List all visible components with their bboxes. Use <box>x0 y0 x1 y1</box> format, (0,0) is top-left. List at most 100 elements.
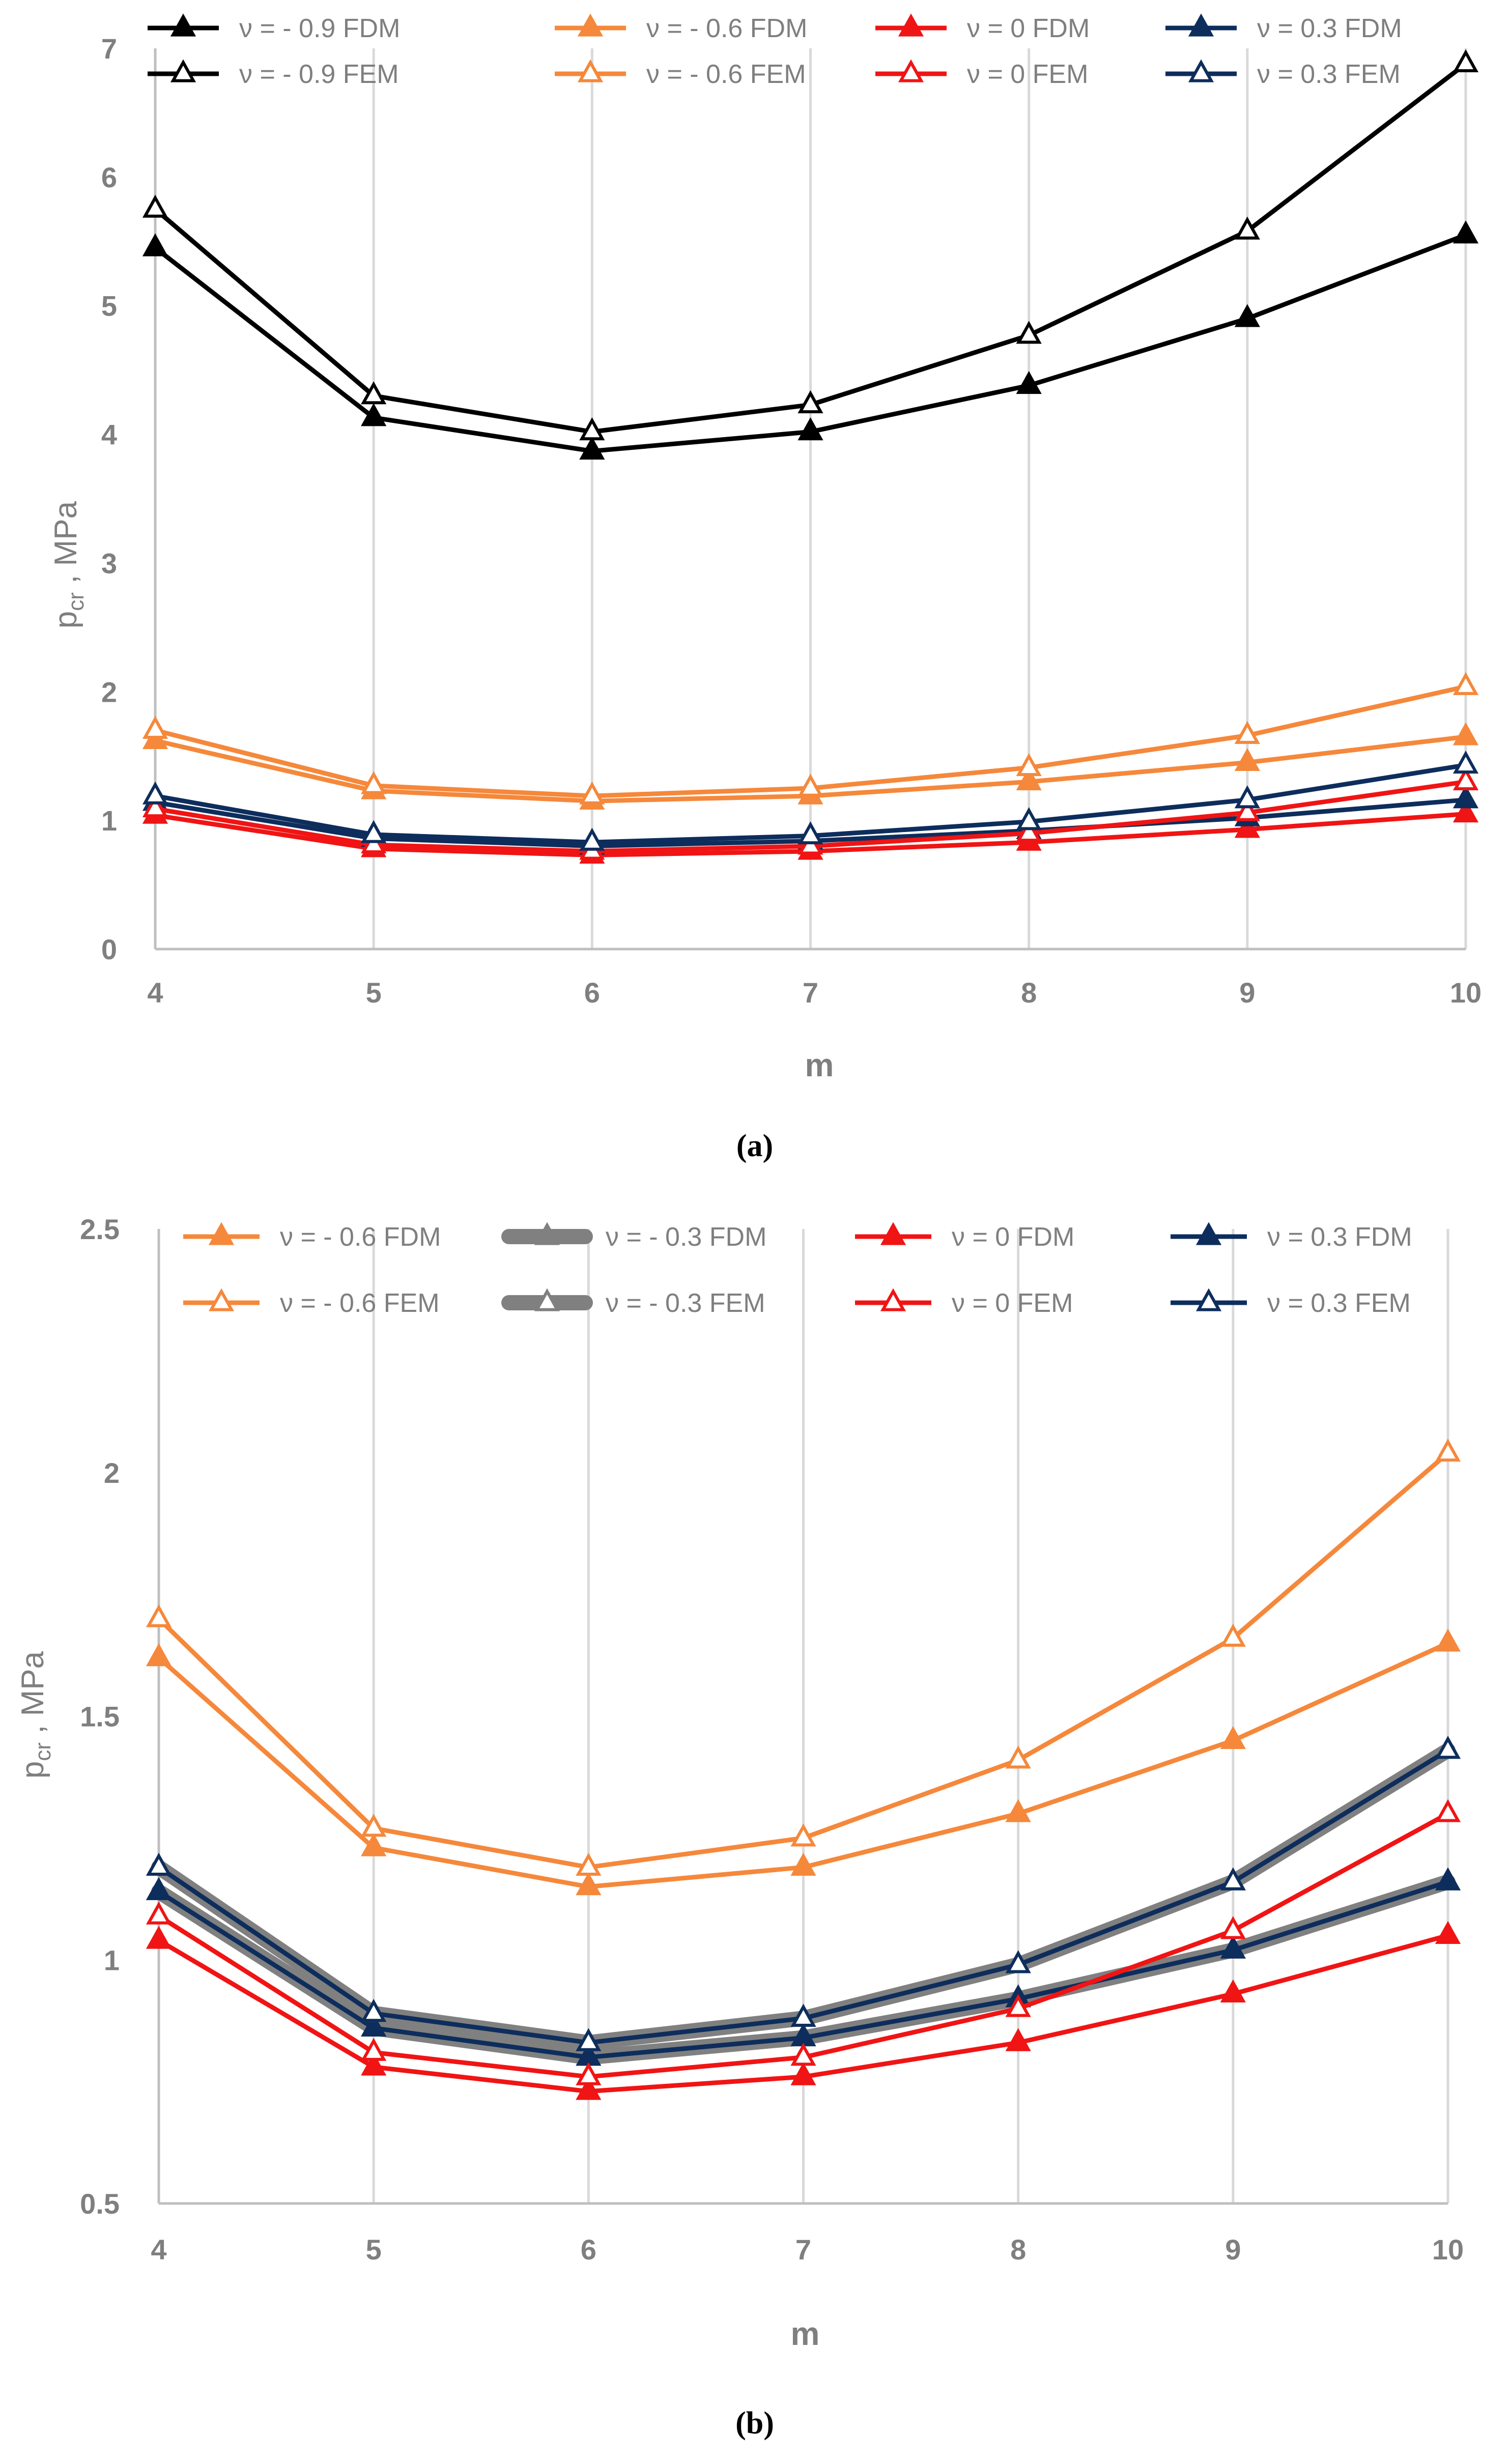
chart-a-series-point <box>142 715 168 739</box>
chart-a-legend-item: ν = - 0.9 FDM <box>148 13 400 43</box>
chart-b-x-tick-label: 5 <box>366 2233 382 2266</box>
chart-a-series-point <box>142 233 168 256</box>
chart-b-x-tick-label: 7 <box>795 2233 811 2266</box>
chart-b-series-point <box>146 1926 172 1949</box>
chart-a-legend-marker <box>898 59 924 82</box>
chart-a-legend-marker <box>1188 13 1214 37</box>
chart-a-series-point <box>1234 304 1260 327</box>
chart-b-y-tick-label: 1 <box>104 1944 120 1976</box>
chart-a-y-tick-label: 3 <box>101 547 117 579</box>
chart-a-ylabel-main: p <box>48 611 83 628</box>
chart-a-y-tick-label: 5 <box>101 290 117 322</box>
chart-a-series-point <box>1452 767 1479 790</box>
chart-b-caption: (b) <box>735 2406 774 2441</box>
chart-b-legend-marker <box>1195 1288 1222 1311</box>
chart-b-y-tick-label: 0.5 <box>80 2188 120 2220</box>
chart-a-series-point <box>1016 370 1042 394</box>
chart-a-series <box>142 49 1479 864</box>
chart-b-axes <box>157 1229 1448 2205</box>
chart-b-series-point <box>1005 1745 1031 1769</box>
chart-a-series-point <box>1016 767 1042 790</box>
chart-a-series-point <box>1452 750 1479 774</box>
chart-a-legend-label: ν = 0.3 FDM <box>1257 14 1402 43</box>
chart-b-legend-item: ν = - 0.3 FEM <box>501 1288 765 1318</box>
chart-a-y-tick-label: 0 <box>101 933 117 965</box>
chart-a-legend-item: ν = 0.3 FDM <box>1165 13 1402 43</box>
chart-b-series-point <box>790 1823 816 1847</box>
chart-a-series-point <box>361 403 387 426</box>
chart-a: 4 5 6 7 8 9 10 0 1 2 3 4 5 6 7 ν = - 0.9 FDM ν = - 0.6 … <box>48 13 1481 1163</box>
chart-a-series-point <box>1452 799 1479 823</box>
chart-b-series-4 <box>146 1438 1461 1876</box>
chart-a-series-point <box>1234 721 1260 744</box>
chart-a-series-5 <box>142 672 1479 805</box>
chart-a-y-tick-label: 4 <box>101 419 117 451</box>
chart-a-series-point <box>797 417 823 441</box>
chart-b-series-point <box>146 1604 172 1627</box>
chart-b-legend-label: ν = 0.3 FEM <box>1267 1288 1411 1318</box>
chart-b-series-point <box>361 2052 387 2076</box>
chart-b-y-tick-label: 2.5 <box>80 1213 120 1245</box>
chart-b-series-point <box>1220 1726 1246 1750</box>
chart-b-series-point <box>361 2038 387 2061</box>
chart-b-legend-label: ν = 0 FEM <box>952 1288 1073 1318</box>
chart-a-legend-marker <box>577 13 604 37</box>
chart-b-legend-label: ν = - 0.3 FDM <box>606 1222 766 1252</box>
chart-b-series-point <box>790 2003 816 2027</box>
chart-b-legend-marker <box>534 1288 560 1311</box>
chart-b-ylabel-main: p <box>15 1761 50 1779</box>
chart-a-series-point <box>1234 216 1260 240</box>
chart-b-series-7 <box>146 1736 1461 2051</box>
chart-a-series-point <box>1452 672 1479 695</box>
chart-a-legend-marker <box>1188 59 1214 82</box>
chart-a-x-tick-label: 5 <box>366 977 382 1009</box>
chart-a-caption: (a) <box>736 1129 773 1163</box>
chart-a-legend-marker <box>170 13 196 37</box>
chart-b-series <box>146 1438 1461 2100</box>
chart-b-series-point <box>790 2043 816 2066</box>
chart-b-legend-marker <box>534 1222 560 1245</box>
chart-b-series-point <box>361 1833 387 1856</box>
chart-b-legend-marker <box>208 1222 235 1245</box>
chart-b-series-point <box>361 2013 387 2037</box>
chart-a-series-point <box>142 781 168 805</box>
chart-b-series-point <box>1435 1799 1461 1822</box>
chart-b-legend-label: ν = - 0.3 FEM <box>606 1288 765 1318</box>
chart-b-ylabel-rest: , MPa <box>15 1651 50 1742</box>
chart-a-series-0 <box>142 220 1479 460</box>
chart-b-legend-item: ν = 0.3 FDM <box>1171 1222 1412 1252</box>
chart-a-legend-item: ν = 0 FEM <box>875 59 1088 89</box>
chart-a-series-point <box>797 773 823 797</box>
chart-b-ylabel-sub: cr <box>31 1742 55 1761</box>
chart-b-series-point <box>576 2028 602 2051</box>
chart-b-legend-item: ν = - 0.6 FEM <box>183 1288 440 1318</box>
chart-b-series-point <box>1005 1950 1031 1973</box>
chart-a-series-point <box>361 820 387 843</box>
chart-b-series-point <box>576 1852 602 1876</box>
chart-a-xlabel: m <box>805 1047 834 1083</box>
chart-a-legend-label: ν = - 0.9 FEM <box>239 60 399 89</box>
chart-a-ticks: 4 5 6 7 8 9 10 0 1 2 3 4 5 6 7 <box>101 33 1481 1009</box>
chart-a-legend-marker <box>898 13 924 37</box>
chart-b-legend-marker <box>1195 1222 1222 1245</box>
chart-a-series-point <box>1016 818 1042 842</box>
chart-a-series-point <box>1234 798 1260 821</box>
chart-b-series-point <box>1435 1438 1461 1462</box>
chart-a-series-point <box>1016 321 1042 344</box>
chart-a-series-point <box>1016 807 1042 830</box>
chart-b-legend-marker <box>880 1288 906 1311</box>
chart-b-y-tick-label: 2 <box>104 1457 120 1489</box>
chart-b-series-point <box>790 2062 816 2085</box>
chart-b-series-point <box>576 2062 602 2085</box>
chart-a-legend-label: ν = - 0.6 FDM <box>646 14 807 43</box>
chart-b-series-point <box>1435 1867 1461 1890</box>
chart-b-legend-label: ν = 0.3 FDM <box>1267 1222 1412 1252</box>
chart-a-series-point <box>361 381 387 405</box>
chart-b-series-point <box>361 1814 387 1837</box>
chart-b-legend-item: ν = 0.3 FEM <box>1171 1288 1411 1318</box>
chart-b-legend-marker <box>880 1222 906 1245</box>
chart-b-series-point <box>1435 1628 1461 1652</box>
chart-b-series-point <box>146 1643 172 1667</box>
chart-b-legend: ν = - 0.6 FDM ν = - 0.3 FDM ν = 0 FDM ν = 0… <box>183 1222 1412 1318</box>
